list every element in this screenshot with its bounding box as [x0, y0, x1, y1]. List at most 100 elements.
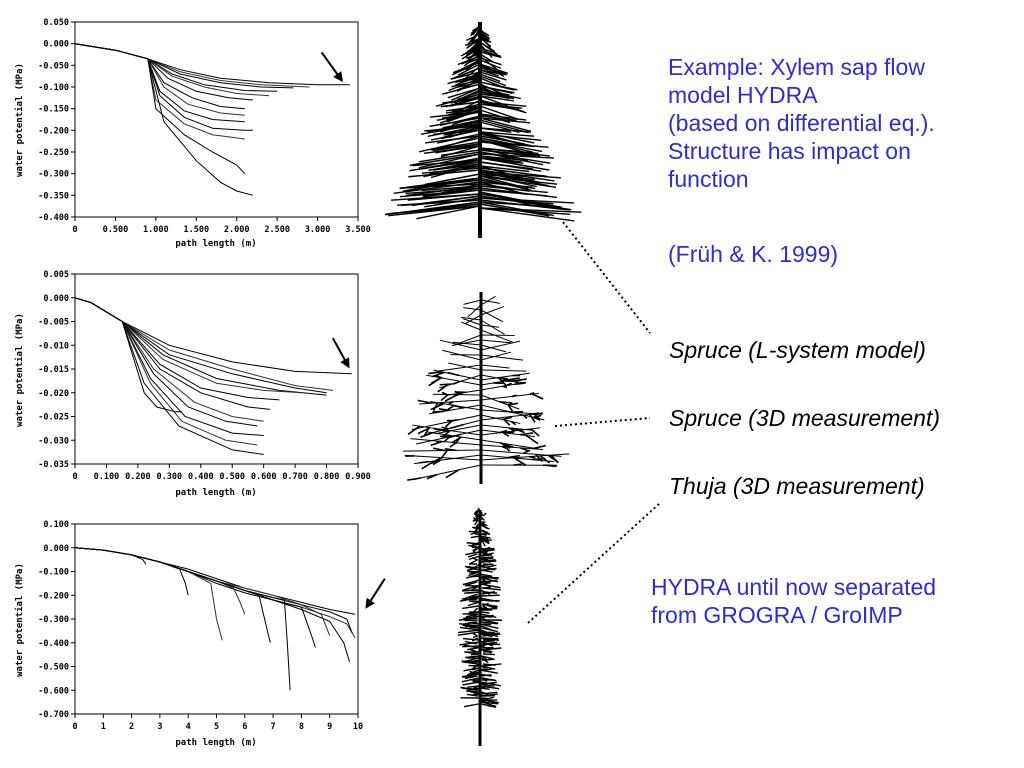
- branch: [450, 71, 481, 80]
- y-tick-label: 0.000: [43, 40, 69, 50]
- foliage: [481, 655, 494, 660]
- foliage: [480, 685, 500, 690]
- foliage: [480, 552, 494, 557]
- twig: [444, 420, 453, 428]
- branch: [479, 127, 512, 133]
- branch: [450, 87, 481, 101]
- branch: [418, 151, 481, 163]
- y-tick-label: 0.100: [43, 520, 69, 530]
- twig: [539, 455, 551, 464]
- foliage: [462, 661, 479, 665]
- branch: [429, 117, 481, 127]
- branch: [456, 81, 481, 89]
- foliage: [463, 637, 480, 641]
- branch: [479, 135, 525, 145]
- twig: [533, 416, 541, 421]
- twig: [444, 448, 457, 452]
- branch: [479, 81, 515, 91]
- x-tick-label: 6: [242, 722, 247, 732]
- branch: [479, 35, 489, 43]
- series-line: [74, 297, 271, 410]
- branch: [479, 185, 548, 194]
- branch: [479, 141, 549, 148]
- branch: [480, 392, 539, 401]
- foliage: [480, 614, 494, 619]
- y-tick-label: -0.350: [38, 191, 69, 201]
- y-axis-label: water potential (MPa): [14, 563, 25, 677]
- twig: [502, 416, 513, 421]
- series-group: [74, 297, 352, 455]
- branch: [480, 299, 501, 304]
- twig: [449, 423, 465, 430]
- twig: [532, 444, 546, 450]
- foliage: [480, 560, 497, 563]
- twig: [426, 473, 438, 480]
- foliage: [466, 567, 478, 572]
- branch: [479, 89, 521, 100]
- branch: [411, 424, 482, 436]
- foliage: [479, 669, 498, 674]
- twig: [433, 427, 448, 433]
- foliage: [463, 593, 478, 600]
- y-tick-label: -0.100: [38, 568, 69, 578]
- foliage: [482, 541, 486, 547]
- x-tick-label: 0.400: [188, 472, 214, 482]
- branch: [424, 125, 481, 132]
- x-tick-label: 7: [271, 722, 276, 732]
- foliage: [470, 653, 478, 656]
- y-tick-label: -0.700: [38, 710, 69, 720]
- branch: [480, 324, 500, 328]
- branch: [430, 401, 482, 411]
- twig: [437, 384, 448, 393]
- plot-frame: [74, 21, 359, 218]
- branch: [462, 318, 482, 326]
- x-tick-label: 0.600: [251, 472, 277, 482]
- branch: [479, 133, 542, 141]
- foliage: [482, 525, 490, 530]
- branch: [452, 341, 482, 346]
- twig: [417, 399, 432, 404]
- x-tick-label: 0.100: [94, 472, 120, 482]
- twig: [529, 413, 536, 423]
- branch: [391, 193, 481, 201]
- branch: [479, 207, 582, 213]
- twig: [420, 431, 434, 439]
- branch: [479, 173, 535, 181]
- branch: [479, 165, 530, 173]
- branch: [479, 153, 554, 159]
- branch: [479, 147, 539, 155]
- twig: [407, 477, 421, 481]
- twig: [513, 463, 523, 466]
- twig: [439, 383, 452, 386]
- foliage: [464, 675, 478, 680]
- branch: [427, 431, 482, 441]
- branch: [441, 111, 481, 119]
- branch: [479, 63, 509, 75]
- series-line: [74, 43, 245, 110]
- twig: [430, 440, 443, 447]
- twig: [430, 403, 444, 411]
- foliage: [480, 681, 497, 685]
- branch: [479, 117, 530, 124]
- twig: [500, 378, 508, 383]
- foliage: [467, 612, 478, 617]
- series-line: [74, 547, 353, 634]
- branch: [451, 79, 481, 88]
- x-tick-label: 3: [157, 722, 162, 732]
- x-tick-label: 4: [186, 722, 191, 732]
- branch: [463, 299, 482, 305]
- x-tick-label: 1: [101, 722, 106, 732]
- branch: [442, 349, 482, 361]
- foliage: [468, 555, 481, 561]
- foliage: [481, 548, 496, 553]
- twig: [507, 404, 514, 412]
- foliage: [462, 579, 480, 586]
- foliage: [470, 573, 479, 578]
- x-tick-label: 3.500: [345, 225, 371, 235]
- branch: [418, 153, 481, 169]
- y-tick-label: -0.200: [38, 591, 69, 601]
- x-axis-label: path length (m): [175, 738, 256, 748]
- foliage: [482, 512, 487, 517]
- foliage: [470, 535, 481, 539]
- x-tick-label: 1.000: [143, 225, 169, 235]
